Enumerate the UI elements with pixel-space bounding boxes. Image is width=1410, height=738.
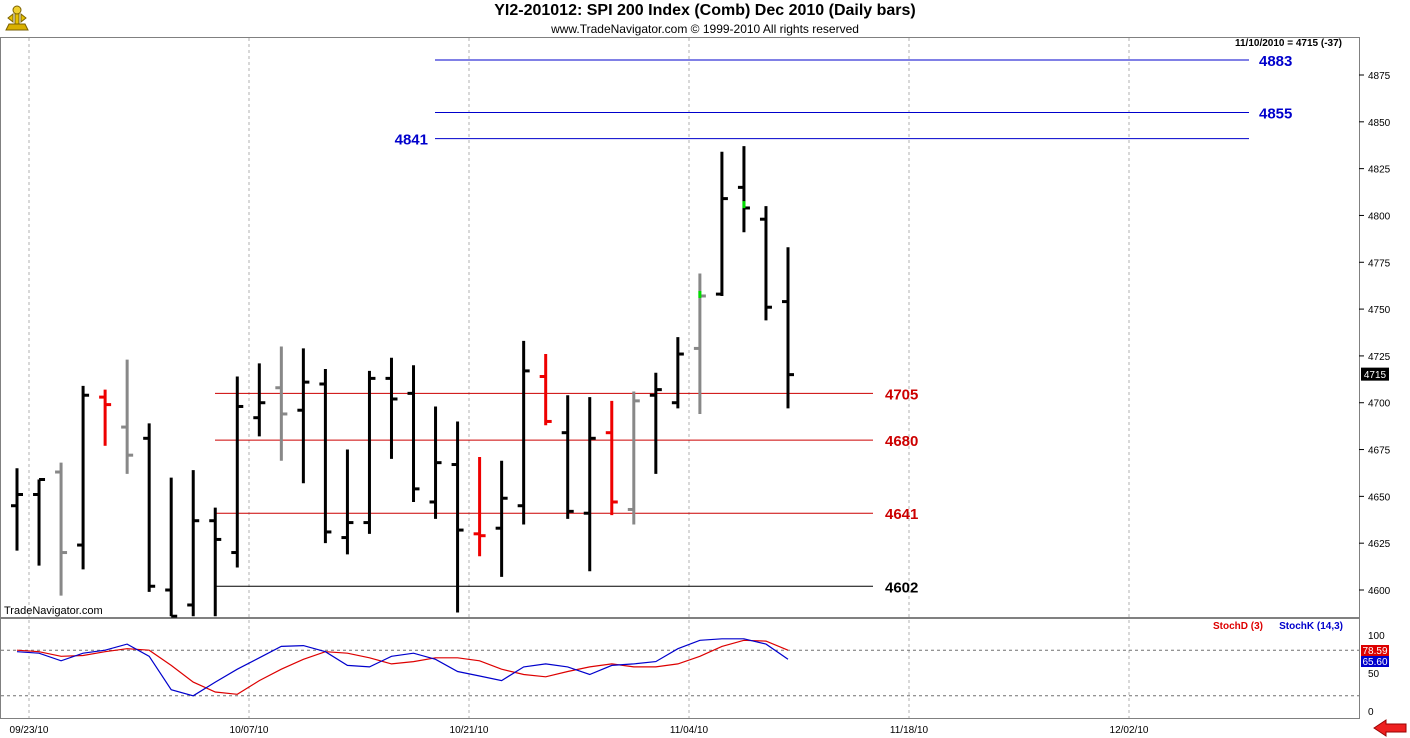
y-tick-label: 4750 — [1368, 305, 1391, 316]
ohlc-bar — [363, 370, 376, 534]
level-label: 4602 — [885, 579, 918, 596]
y-tick-label: 4625 — [1368, 539, 1391, 550]
stoch-y-tick-label: 100 — [1368, 631, 1385, 642]
y-tick-label: 4825 — [1368, 165, 1391, 176]
ohlc-bar — [407, 365, 420, 502]
y-tick-label: 4875 — [1368, 71, 1391, 82]
stoch-series-line — [16, 639, 789, 695]
level-label: 4883 — [1259, 53, 1292, 70]
level-label: 4705 — [885, 386, 918, 403]
stoch-k-last-label: 65.60 — [1362, 657, 1387, 668]
y-tick-label: 4650 — [1368, 492, 1391, 503]
ohlc-bar — [77, 385, 90, 570]
stoch-layer — [16, 638, 789, 697]
stoch-k-last-marker — [1361, 656, 1389, 667]
ohlc-bar — [627, 391, 640, 525]
ohlc-bar — [99, 389, 112, 446]
y-tick-label: 4725 — [1368, 352, 1391, 363]
ohlc-bar — [33, 478, 46, 566]
y-tick-label: 4800 — [1368, 211, 1391, 222]
level-label: 4680 — [885, 433, 918, 450]
x-tick-label: 10/21/10 — [450, 725, 489, 736]
ohlc-bar — [605, 400, 618, 516]
ohlc-bar — [649, 372, 662, 474]
ohlc-bar — [671, 337, 684, 409]
ohlc-bar — [583, 397, 596, 572]
ohlc-bar — [782, 247, 794, 409]
price-panel-border — [0, 37, 1360, 618]
ohlc-bar — [561, 395, 574, 519]
bars-layer — [11, 146, 794, 618]
trade-navigator-logo-icon[interactable] — [3, 4, 31, 34]
watermark: TradeNavigator.com — [4, 605, 103, 617]
y-tick-label: 4850 — [1368, 118, 1391, 129]
last-info-label: 11/10/2010 = 4715 (-37) — [1235, 38, 1342, 49]
ohlc-bar — [187, 470, 200, 617]
ohlc-bar — [759, 206, 772, 321]
scroll-back-arrow-icon[interactable] — [1372, 719, 1408, 737]
level-label: 4855 — [1259, 105, 1292, 122]
ohlc-bar — [517, 340, 530, 525]
ohlc-bar — [473, 457, 486, 557]
y-tick-label: 4700 — [1368, 399, 1391, 410]
axis-layer: 09/23/10 10/07/10 10/21/10 11/04/10 11/18/10… — [10, 71, 1391, 736]
ohlc-bar — [55, 462, 68, 596]
ohlc-bar — [275, 346, 288, 461]
stoch-y-tick-label: 50 — [1368, 669, 1380, 680]
ohlc-bar — [451, 421, 464, 613]
y-tick-label: 4775 — [1368, 258, 1391, 269]
last-price-label: 4715 — [1364, 370, 1387, 381]
ohlc-bar — [341, 449, 354, 555]
ohlc-bar — [231, 376, 244, 568]
ohlc-bar — [209, 507, 222, 617]
stoch-k-legend: StochK (14,3) — [1279, 621, 1343, 632]
ohlc-bar — [495, 460, 508, 577]
level-label: 4641 — [885, 506, 918, 523]
stoch-d-legend: StochD (3) — [1213, 621, 1263, 632]
ohlc-bar — [143, 423, 156, 592]
stoch-panel-border — [0, 618, 1360, 719]
ohlc-bar — [737, 146, 750, 233]
stoch-d-last-marker — [1361, 645, 1389, 656]
ohlc-bar — [121, 359, 134, 474]
stoch-series-line — [16, 638, 789, 697]
levels-layer: 4883 4855 4841 4705 4680 4641 4602 — [215, 53, 1292, 596]
ohlc-bar — [319, 369, 332, 544]
x-tick-label: 12/02/10 — [1110, 725, 1149, 736]
last-price-marker — [1361, 367, 1389, 381]
x-tick-label: 10/07/10 — [230, 725, 269, 736]
ohlc-bar — [429, 406, 442, 519]
ohlc-bar — [253, 363, 266, 437]
ohlc-bar — [539, 354, 552, 426]
x-tick-label: 09/23/10 — [10, 725, 49, 736]
ohlc-bar — [11, 468, 23, 551]
ohlc-bar — [165, 477, 178, 618]
y-tick-label: 4600 — [1368, 586, 1391, 597]
copyright-subtitle: www.TradeNavigator.com © 1999-2010 All r… — [551, 22, 859, 36]
ohlc-bar — [385, 357, 398, 459]
x-tick-label: 11/04/10 — [670, 725, 709, 736]
chart-title: YI2-201012: SPI 200 Index (Comb) Dec 201… — [494, 2, 916, 19]
y-tick-label: 4675 — [1368, 446, 1391, 457]
stoch-d-last-label: 78.59 — [1362, 646, 1387, 657]
level-label: 4841 — [395, 132, 428, 149]
ohlc-bar — [715, 151, 728, 296]
stoch-y-tick-label: 0 — [1368, 707, 1374, 718]
chart-header: YI2-201012: SPI 200 Index (Comb) Dec 201… — [0, 0, 1410, 40]
grid-layer — [1, 38, 1359, 718]
ohlc-bar — [297, 348, 310, 484]
x-tick-label: 11/18/10 — [890, 725, 929, 736]
